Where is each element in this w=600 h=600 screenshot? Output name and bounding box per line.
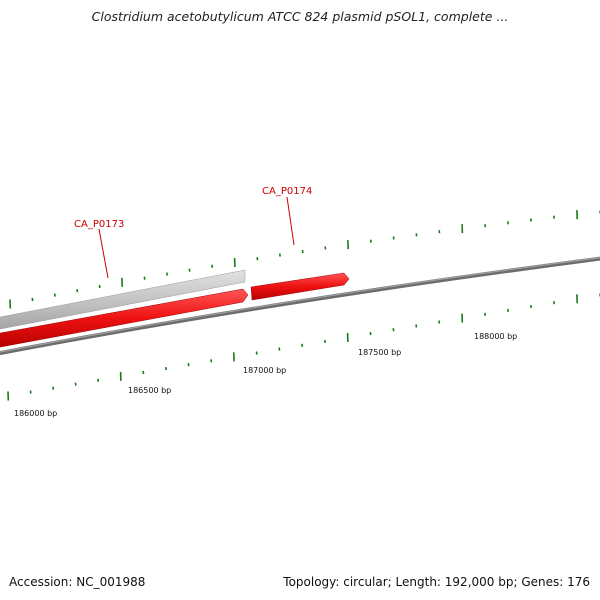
outer-ruler-ticks [9,210,600,309]
ruler-label-187000: 187000 bp [243,366,286,375]
topology-summary-text: Topology: circular; Length: 192,000 bp; … [283,575,590,589]
gene-label-leader-ca-p0174 [286,196,295,246]
ruler-label-186000: 186000 bp [14,409,57,418]
inner-ruler-ticks [7,293,600,401]
gene-label-leader-ca-p0173 [98,228,109,279]
plasmid-backbone [0,256,600,356]
gene-label-ca-p0174[interactable]: CA_P0174 [262,186,312,197]
ruler-label-186500: 186500 bp [128,386,171,395]
other-feature-arrow [0,269,246,330]
gene-arrow-ca-p0174[interactable] [250,272,350,301]
ruler-label-188000: 188000 bp [474,332,517,341]
ruler-label-187500: 187500 bp [358,348,401,357]
gene-label-ca-p0173[interactable]: CA_P0173 [74,219,124,230]
map-title: Clostridium acetobutylicum ATCC 824 plas… [91,9,509,24]
accession-text: Accession: NC_001988 [9,575,146,589]
gene-arrow-ca-p0173[interactable] [0,288,249,348]
